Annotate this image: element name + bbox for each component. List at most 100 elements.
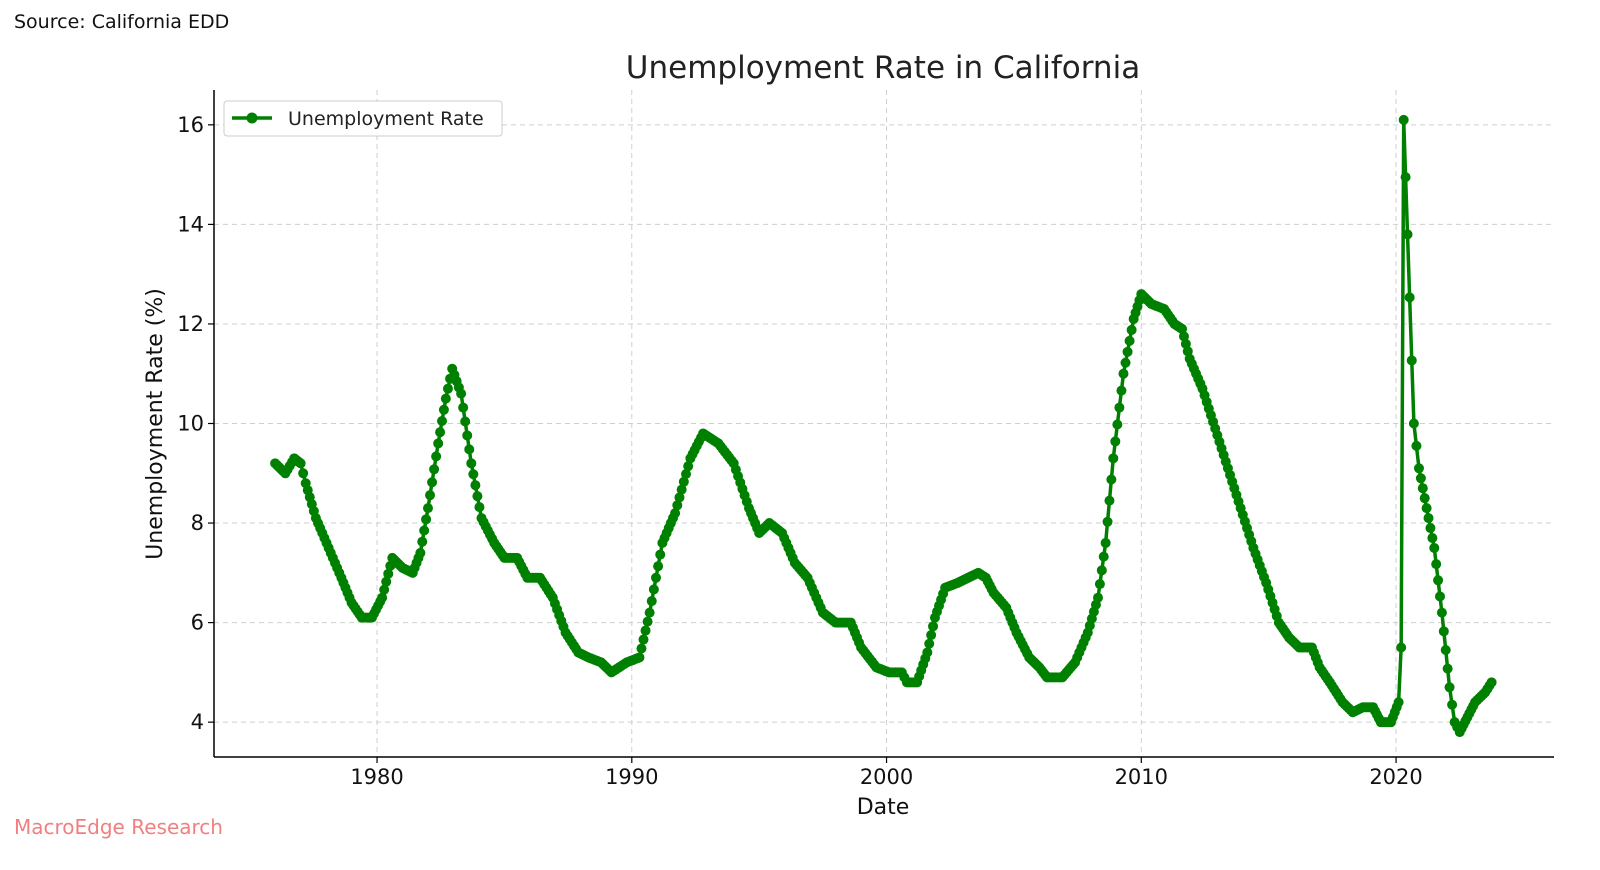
data-point — [460, 416, 471, 427]
y-tick-label: 8 — [191, 511, 204, 535]
x-tick-label: 2020 — [1369, 765, 1422, 789]
data-point — [1106, 474, 1117, 485]
data-point — [1126, 324, 1137, 335]
data-point — [681, 468, 692, 479]
data-point — [1440, 644, 1451, 655]
legend-frame — [223, 100, 503, 137]
data-point — [468, 469, 479, 480]
data-point — [670, 508, 681, 519]
data-point — [676, 484, 687, 495]
data-point — [1417, 483, 1428, 494]
data-point — [1433, 575, 1444, 586]
data-point — [642, 616, 653, 627]
x-tick-label: 2000 — [860, 765, 913, 789]
data-point — [1102, 516, 1113, 527]
y-tick-label: 10 — [177, 412, 204, 436]
data-point — [295, 458, 306, 469]
data-point — [1427, 532, 1438, 543]
x-axis-label: Date — [857, 795, 910, 820]
data-point — [653, 561, 664, 572]
data-point — [456, 388, 467, 399]
legend: Unemployment Rate — [223, 100, 503, 137]
data-point — [674, 492, 685, 503]
y-tick-label: 14 — [177, 212, 204, 236]
data-point — [644, 607, 655, 618]
data-point — [1100, 537, 1111, 548]
data-point — [1429, 542, 1440, 553]
data-point — [1116, 385, 1127, 396]
x-tick-label: 1990 — [605, 765, 658, 789]
data-point — [431, 451, 442, 462]
data-point — [1436, 607, 1447, 618]
data-point — [1124, 335, 1135, 346]
data-point — [648, 584, 659, 595]
data-point — [1118, 368, 1129, 379]
data-point — [442, 383, 453, 394]
data-point — [440, 393, 451, 404]
y-tick-label: 6 — [191, 611, 204, 635]
x-tick-label: 1980 — [350, 765, 403, 789]
data-point — [425, 490, 436, 501]
data-point — [1092, 592, 1103, 603]
data-point — [1486, 677, 1497, 688]
data-point — [634, 652, 645, 663]
data-point — [1413, 463, 1424, 474]
data-point — [458, 402, 469, 413]
data-point — [646, 596, 657, 607]
data-point — [922, 647, 933, 658]
data-point — [1435, 591, 1445, 602]
y-tick-label: 4 — [191, 710, 204, 734]
data-point — [1098, 551, 1109, 562]
data-point — [1094, 579, 1105, 590]
data-point — [1444, 682, 1455, 693]
grid-layer — [214, 90, 1554, 757]
data-point — [474, 502, 485, 513]
data-point — [1442, 663, 1453, 674]
data-point — [429, 464, 440, 475]
data-point — [472, 491, 483, 502]
y-tick-label: 12 — [177, 312, 204, 336]
data-point — [1438, 626, 1449, 637]
data-point — [1110, 436, 1121, 447]
data-point — [1447, 699, 1458, 710]
data-point — [1104, 495, 1115, 506]
data-point — [640, 625, 651, 636]
data-point — [415, 547, 426, 558]
data-point — [435, 427, 446, 438]
data-point — [1411, 440, 1422, 451]
legend-marker-swatch — [246, 112, 258, 124]
data-point — [464, 444, 475, 455]
data-point — [1421, 503, 1432, 514]
data-point — [421, 514, 432, 525]
data-point — [926, 630, 937, 641]
data-point — [1415, 473, 1426, 484]
data-point — [1393, 697, 1404, 708]
data-point — [928, 621, 939, 632]
data-point — [470, 480, 481, 491]
data-point — [433, 438, 444, 449]
data-point — [419, 525, 430, 536]
source-note: Source: California EDD — [14, 11, 230, 33]
legend-label: Unemployment Rate — [288, 108, 484, 130]
data-point — [655, 549, 666, 560]
chart-title: Unemployment Rate in California — [626, 50, 1140, 86]
data-point — [1114, 402, 1125, 413]
data-point — [636, 643, 647, 654]
data-point — [1108, 453, 1119, 464]
data-point — [683, 461, 694, 472]
data-point — [1400, 172, 1411, 183]
data-point — [1120, 357, 1131, 368]
data-point — [438, 404, 449, 415]
x-tick-label: 2010 — [1115, 765, 1168, 789]
data-point — [651, 572, 661, 583]
data-point — [638, 634, 649, 645]
data-point — [1406, 355, 1417, 366]
data-point — [422, 503, 433, 514]
data-point — [1425, 523, 1436, 534]
data-point — [1398, 114, 1409, 125]
data-point — [1404, 292, 1415, 303]
data-point — [672, 500, 683, 511]
series-layer — [270, 114, 1497, 738]
data-point — [924, 638, 935, 649]
